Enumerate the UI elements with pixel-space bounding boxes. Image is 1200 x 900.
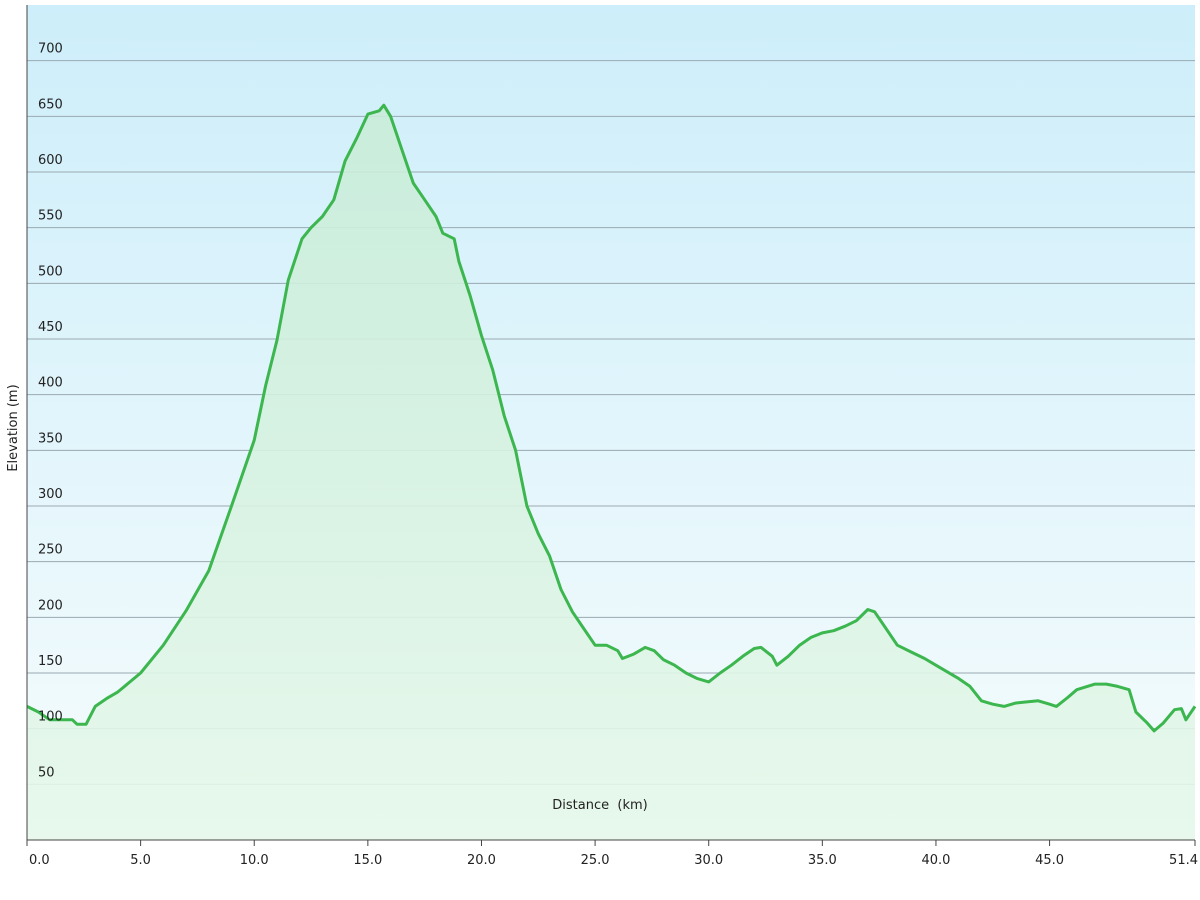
y-tick-label: 100 (38, 710, 63, 725)
elevation-line (26, 103, 1197, 733)
y-tick-label: 350 (38, 431, 63, 446)
x-tick-label: 20.0 (467, 853, 496, 868)
x-tick-label: 30.0 (694, 853, 723, 868)
y-tick-label: 300 (38, 487, 63, 502)
y-tick-label: 650 (38, 97, 63, 112)
y-tick-label: 500 (38, 264, 63, 279)
y-axis-label: Elevation (m) (6, 384, 21, 471)
area-fill (27, 105, 1195, 840)
y-tick-label: 700 (38, 42, 63, 57)
x-tick-label: 45.0 (1035, 853, 1064, 868)
y-tick-label: 600 (38, 153, 63, 168)
x-tick-label: 40.0 (921, 853, 950, 868)
y-tick-label: 50 (38, 765, 55, 780)
x-tick-label: 51.4 (1169, 853, 1198, 868)
y-tick-label: 400 (38, 376, 63, 391)
x-tick-label: 15.0 (353, 853, 382, 868)
x-tick-label: 35.0 (808, 853, 837, 868)
x-axis-label: Distance (km) (552, 798, 647, 813)
y-tick-label: 550 (38, 209, 63, 224)
x-tick-label: 5.0 (130, 853, 151, 868)
y-tick-label: 450 (38, 320, 63, 335)
x-tick-label: 0.0 (29, 853, 50, 868)
y-tick-label: 150 (38, 654, 63, 669)
x-tick-label: 10.0 (240, 853, 269, 868)
y-tick-label: 250 (38, 543, 63, 558)
y-tick-label: 200 (38, 598, 63, 613)
x-tick-label: 25.0 (581, 853, 610, 868)
